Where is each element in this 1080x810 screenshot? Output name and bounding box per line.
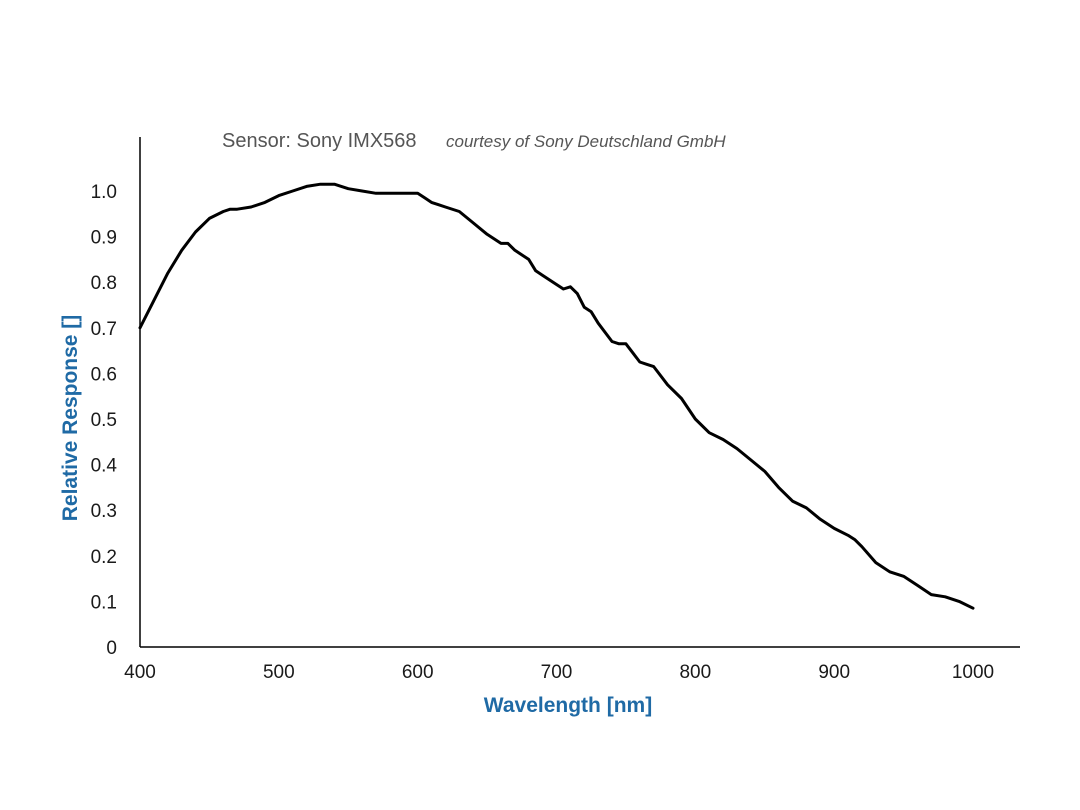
- x-tick-label: 800: [679, 662, 711, 683]
- y-tick-label: 0.1: [91, 592, 117, 613]
- chart-subtitle: courtesy of Sony Deutschland GmbH: [446, 132, 726, 151]
- y-tick-label: 0.5: [91, 410, 117, 431]
- y-axis-title: Relative Response []: [59, 315, 82, 522]
- x-tick-label: 1000: [952, 662, 994, 683]
- y-tick-label: 0.8: [91, 273, 117, 294]
- y-tick-label: 0.6: [91, 364, 117, 385]
- x-tick-label: 900: [818, 662, 850, 683]
- y-tick-label: 1.0: [91, 182, 117, 203]
- y-tick-labels: 0 0.1 0.2 0.3 0.4 0.5 0.6 0.7 0.8 0.9 1.0: [91, 182, 118, 659]
- x-tick-labels: 400 500 600 700 800 900 1000: [124, 662, 994, 683]
- x-tick-label: 600: [402, 662, 434, 683]
- x-tick-label: 500: [263, 662, 295, 683]
- response-curve: [138, 182, 975, 610]
- x-tick-label: 400: [124, 662, 156, 683]
- y-tick-label: 0.3: [91, 501, 117, 522]
- y-tick-label: 0.4: [91, 456, 118, 477]
- y-tick-label: 0.9: [91, 228, 117, 249]
- y-tick-label: 0: [106, 638, 117, 659]
- chart-title: Sensor: Sony IMX568: [222, 130, 417, 152]
- x-tick-label: 700: [541, 662, 573, 683]
- y-tick-label: 0.7: [91, 319, 117, 340]
- y-tick-label: 0.2: [91, 547, 117, 568]
- x-axis-title: Wavelength [nm]: [484, 694, 652, 717]
